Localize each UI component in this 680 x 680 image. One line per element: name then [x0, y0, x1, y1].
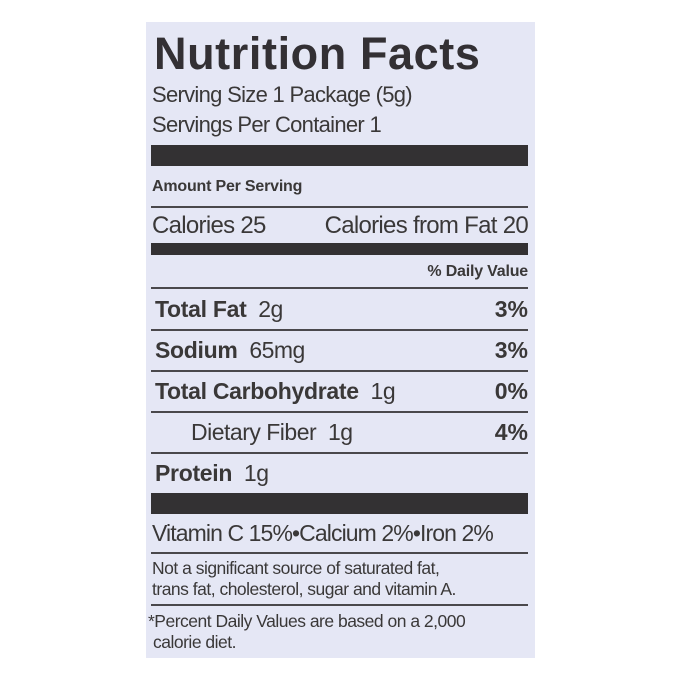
nutrient-dv: 4%	[494, 419, 528, 445]
nutrient-amount: 1g	[370, 378, 396, 404]
servings-per-container: Servings Per Container 1	[152, 112, 382, 137]
nutrient-row-protein: Protein 1g	[151, 460, 528, 490]
label-title: Nutrition Facts	[154, 28, 481, 79]
medium-divider	[151, 243, 528, 255]
nutrient-amount: 65mg	[249, 337, 305, 363]
divider	[151, 452, 528, 454]
not-significant-line-2: trans fat, cholesterol, sugar and vitami…	[152, 579, 456, 599]
nutrient-row-dietary-fiber: Dietary Fiber 1g 4%	[151, 419, 528, 449]
not-significant-line-1: Not a significant source of saturated fa…	[152, 558, 440, 578]
thick-divider	[151, 145, 528, 166]
nutrient-row-total-carbohydrate: Total Carbohydrate 1g 0%	[151, 378, 528, 408]
vitamins-minerals: Vitamin C 15%•Calcium 2%•Iron 2%	[152, 520, 494, 546]
divider	[151, 552, 528, 554]
nutrient-row-total-fat: Total Fat 2g 3%	[151, 296, 528, 326]
serving-size: Serving Size 1 Package (5g)	[152, 82, 413, 107]
divider	[151, 370, 528, 372]
nutrient-row-sodium: Sodium 65mg 3%	[151, 337, 528, 367]
nutrient-name: Sodium	[155, 337, 238, 363]
nutrient-amount: 1g	[243, 460, 269, 486]
nutrient-dv: 0%	[494, 378, 528, 404]
divider	[151, 411, 528, 413]
divider	[151, 206, 528, 208]
nutrient-dv: 3%	[494, 337, 528, 363]
amount-per-serving: Amount Per Serving	[152, 178, 303, 195]
nutrient-name: Total Carbohydrate	[155, 378, 359, 404]
nutrient-name: Dietary Fiber	[191, 419, 317, 445]
nutrient-amount: 1g	[327, 419, 353, 445]
thick-divider	[151, 493, 528, 514]
nutrient-dv: 3%	[494, 296, 528, 322]
nutrition-facts-label: Nutrition Facts Serving Size 1 Package (…	[146, 22, 535, 658]
footnote-line-1: *Percent Daily Values are based on a 2,0…	[148, 611, 466, 631]
divider	[151, 329, 528, 331]
calories: Calories 25	[152, 212, 266, 239]
divider	[151, 287, 528, 289]
nutrient-name: Total Fat	[155, 296, 247, 322]
calories-from-fat: Calories from Fat 20	[324, 212, 529, 239]
footnote-line-2: calorie diet.	[153, 632, 237, 652]
divider	[151, 604, 528, 606]
nutrient-amount: 2g	[258, 296, 283, 322]
nutrient-name: Protein	[155, 460, 233, 486]
daily-value-header: % Daily Value	[427, 263, 528, 280]
